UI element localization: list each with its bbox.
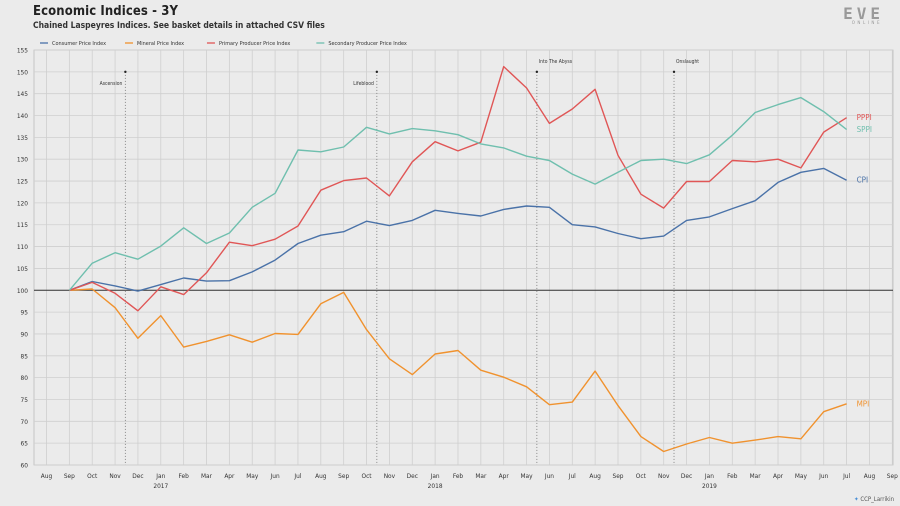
x-tick-label: Sep xyxy=(64,472,75,480)
x-tick-label: May xyxy=(795,472,808,480)
x-tick-label: Aug xyxy=(315,472,327,480)
x-tick-label: Feb xyxy=(453,472,464,480)
x-tick-label: Feb xyxy=(178,472,189,480)
x-tick-label: Nov xyxy=(109,472,121,480)
x-year-label: 2019 xyxy=(702,482,717,490)
x-tick-label: Apr xyxy=(499,472,510,480)
x-tick-label: Dec xyxy=(407,472,418,480)
y-tick-label: 85 xyxy=(21,352,29,360)
y-tick-label: 90 xyxy=(21,330,29,338)
x-tick-label: Jun xyxy=(818,472,828,480)
legend-label: Secondary Producer Price Index xyxy=(328,41,407,47)
x-tick-label: Mar xyxy=(475,472,487,480)
legend-label: Consumer Price Index xyxy=(52,41,106,47)
y-tick-label: 130 xyxy=(17,156,28,164)
legend-label: Primary Producer Price Index xyxy=(219,41,290,47)
event-label: Onslaught xyxy=(676,59,699,65)
series-end-label: CPI xyxy=(857,176,869,185)
y-tick-label: 145 xyxy=(17,90,28,98)
page-title: Economic Indices - 3Y xyxy=(33,4,179,19)
x-tick-label: Feb xyxy=(727,472,738,480)
x-tick-label: Aug xyxy=(41,472,53,480)
x-tick-label: Oct xyxy=(636,472,647,480)
author-handle: CCP_Larrikin xyxy=(860,496,894,503)
plot-border xyxy=(33,49,894,466)
x-tick-label: Nov xyxy=(658,472,670,480)
series-line xyxy=(68,96,848,291)
x-tick-label: Jan xyxy=(704,472,714,480)
x-tick-label: Oct xyxy=(361,472,372,480)
x-tick-label: Mar xyxy=(750,472,762,480)
x-tick-label: Jul xyxy=(568,472,576,480)
y-tick-label: 155 xyxy=(17,47,28,55)
x-year-label: 2018 xyxy=(428,482,443,490)
x-tick-label: Mar xyxy=(201,472,213,480)
y-tick-label: 125 xyxy=(17,178,28,186)
y-tick-label: 135 xyxy=(17,134,28,142)
x-tick-label: Dec xyxy=(132,472,143,480)
series-end-label: SPPI xyxy=(857,125,872,134)
x-tick-label: Aug xyxy=(589,472,601,480)
x-tick-label: Jan xyxy=(430,472,440,480)
event-label: Lifeblood xyxy=(353,81,374,87)
event-marker-dot xyxy=(672,70,676,74)
x-tick-label: Sep xyxy=(612,472,623,480)
y-tick-label: 60 xyxy=(21,462,29,470)
series-line xyxy=(69,288,847,453)
x-tick-label: Sep xyxy=(887,472,898,480)
x-tick-label: Apr xyxy=(773,472,784,480)
x-tick-label: Aug xyxy=(864,472,876,480)
eve-online-logo: EVE ONLINE xyxy=(818,2,886,28)
y-tick-label: 115 xyxy=(17,221,28,229)
x-tick-label: Jun xyxy=(544,472,554,480)
y-tick-label: 65 xyxy=(21,440,29,448)
x-year-label: 2017 xyxy=(153,482,168,490)
x-tick-label: Jul xyxy=(842,472,850,480)
event-marker-dot xyxy=(535,70,539,74)
y-tick-label: 105 xyxy=(17,265,28,273)
y-tick-label: 95 xyxy=(21,309,29,317)
y-tick-label: 75 xyxy=(21,396,29,404)
x-tick-label: Jul xyxy=(293,472,301,480)
event-marker-dot xyxy=(375,70,379,74)
event-label: Into The Abyss xyxy=(539,59,573,65)
y-tick-label: 110 xyxy=(17,243,28,251)
series-end-label: PPPI xyxy=(857,113,872,122)
series-line xyxy=(69,65,847,312)
y-tick-label: 150 xyxy=(17,68,28,76)
x-tick-label: May xyxy=(521,472,534,480)
y-tick-label: 80 xyxy=(21,374,29,382)
x-tick-label: Oct xyxy=(87,472,98,480)
author-credit: ✦ CCP_Larrikin xyxy=(854,496,894,503)
y-tick-label: 100 xyxy=(17,287,28,295)
y-tick-label: 70 xyxy=(21,418,29,426)
x-tick-label: Apr xyxy=(224,472,235,480)
x-tick-label: Dec xyxy=(681,472,692,480)
x-tick-label: Sep xyxy=(338,472,349,480)
page-subtitle: Chained Laspeyres Indices. See basket de… xyxy=(33,21,325,31)
y-tick-label: 120 xyxy=(17,199,28,207)
x-tick-label: Jan xyxy=(155,472,165,480)
twitter-bird-icon: ✦ xyxy=(854,496,859,503)
x-tick-label: Jun xyxy=(270,472,280,480)
x-tick-label: May xyxy=(246,472,259,480)
x-tick-label: Nov xyxy=(384,472,396,480)
logo-subtext: ONLINE xyxy=(851,21,882,26)
legend-label: Mineral Price Index xyxy=(137,41,184,47)
event-label: Ascension xyxy=(100,81,123,87)
y-tick-label: 140 xyxy=(17,112,28,120)
event-marker-dot xyxy=(124,70,127,74)
logo-wordmark: EVE xyxy=(843,4,884,23)
series-end-label: MPI xyxy=(857,399,870,408)
